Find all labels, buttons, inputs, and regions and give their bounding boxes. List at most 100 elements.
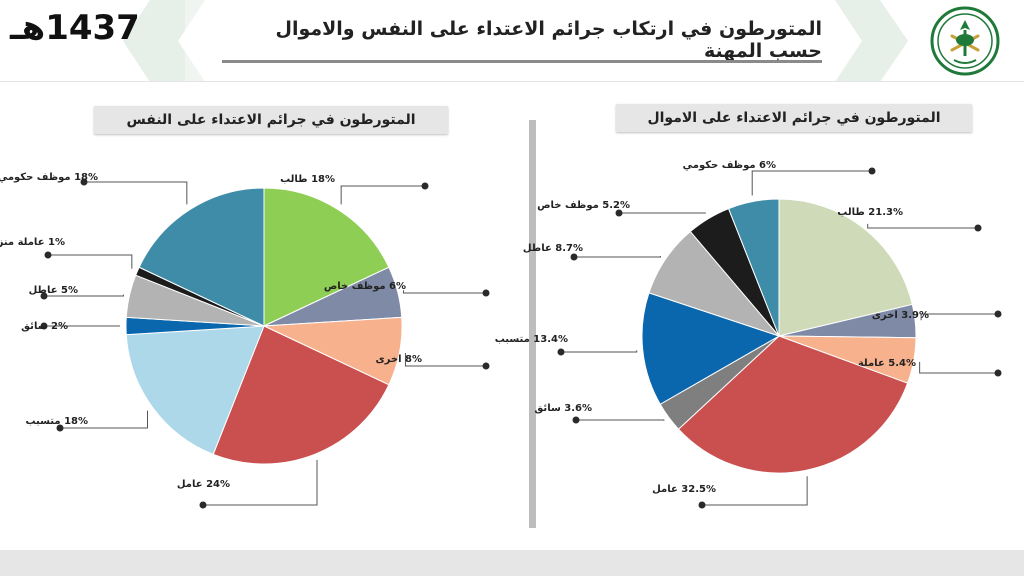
slice-label-0-2: 8% اخرى bbox=[376, 354, 423, 365]
leader-line-0-3 bbox=[203, 459, 318, 506]
leader-line-1-0 bbox=[867, 223, 978, 229]
slice-value-1-3: 32.5% bbox=[681, 484, 716, 495]
leader-dot-1-1 bbox=[994, 310, 1002, 318]
slice-value-0-0: 18% bbox=[311, 174, 335, 185]
leader-dot-0-3 bbox=[199, 501, 207, 509]
slice-name-1-0: طالب bbox=[837, 207, 865, 218]
slice-value-1-2: 5.4% bbox=[888, 358, 916, 369]
slice-label-1-5: 13.4% متسبب bbox=[495, 334, 568, 345]
slice-name-0-1: موظف خاص bbox=[324, 281, 386, 292]
slice-value-0-2: 8% bbox=[405, 354, 422, 365]
leader-dot-1-6 bbox=[570, 253, 578, 261]
leader-dot-1-5 bbox=[557, 348, 565, 356]
slice-name-1-1: اخرى bbox=[872, 310, 898, 321]
slice-name-0-4: متسبب bbox=[25, 416, 60, 427]
leader-dot-0-4 bbox=[56, 424, 64, 432]
slice-value-1-6: 8.7% bbox=[555, 243, 583, 254]
pie-slice-0-0 bbox=[263, 187, 390, 327]
leader-dot-0-0 bbox=[421, 182, 429, 190]
slice-value-0-5: 2% bbox=[51, 321, 68, 332]
slice-label-0-1: 6% موظف خاص bbox=[324, 281, 406, 292]
slice-name-1-6: عاطل bbox=[523, 243, 552, 254]
pie-slice-1-8 bbox=[727, 198, 780, 337]
leader-line-1-6 bbox=[574, 255, 661, 258]
slice-name-1-7: موظف خاص bbox=[537, 200, 599, 211]
slice-name-0-2: اخرى bbox=[376, 354, 402, 365]
slice-label-0-4: 18% متسبب bbox=[25, 416, 88, 427]
slice-value-1-7: 5.2% bbox=[602, 200, 630, 211]
ministry-logo-icon bbox=[930, 6, 1000, 76]
chart-title-right: المتورطون في جرائم الاعتداء على الاموال bbox=[616, 104, 972, 132]
slice-label-0-0: 18% طالب bbox=[280, 174, 335, 185]
slice-value-0-4: 18% bbox=[64, 416, 88, 427]
leader-dot-1-2 bbox=[994, 369, 1002, 377]
slice-value-0-6: 5% bbox=[61, 285, 78, 296]
slice-name-1-8: موظف حكومي bbox=[683, 160, 756, 171]
leader-dot-0-1 bbox=[482, 289, 490, 297]
header: 1437هـ المتورطون في ارتكاب جرائم الاعتدا… bbox=[0, 0, 1024, 82]
header-rule bbox=[0, 81, 1024, 82]
leader-dot-1-0 bbox=[974, 224, 982, 232]
slice-value-1-8: 6% bbox=[759, 160, 776, 171]
slice-label-1-6: 8.7% عاطل bbox=[523, 243, 583, 254]
leader-dot-0-7 bbox=[44, 251, 52, 259]
pie-slice-0-4 bbox=[125, 325, 265, 455]
leader-dot-1-4 bbox=[572, 416, 580, 424]
slice-value-0-3: 24% bbox=[206, 479, 230, 490]
slice-label-1-3: 32.5% عامل bbox=[652, 484, 716, 495]
leader-line-0-2 bbox=[404, 352, 486, 367]
footer-bar bbox=[0, 550, 1024, 576]
leader-dot-0-2 bbox=[482, 362, 490, 370]
leader-line-0-6 bbox=[44, 294, 124, 297]
leader-dot-1-3 bbox=[698, 501, 706, 509]
slice-label-0-6: 5% عاطل bbox=[29, 285, 78, 296]
header-chevrons bbox=[123, 0, 908, 82]
slice-label-0-8: 18% موظف حكومي bbox=[0, 172, 98, 183]
slice-value-1-5: 13.4% bbox=[533, 334, 568, 345]
slice-name-0-5: سائق bbox=[21, 321, 48, 332]
leader-dot-0-5 bbox=[40, 322, 48, 330]
leader-dot-1-7 bbox=[615, 209, 623, 217]
chart-divider bbox=[529, 120, 536, 528]
slice-label-1-8: 6% موظف حكومي bbox=[683, 160, 776, 171]
pie-slice-0-8 bbox=[138, 187, 265, 327]
pie-slice-1-0 bbox=[778, 198, 913, 337]
slice-label-0-5: 2% سائق bbox=[21, 321, 68, 332]
year-label: 1437هـ bbox=[10, 8, 140, 48]
slice-value-0-8: 18% bbox=[74, 172, 98, 183]
pie-slice-1-3 bbox=[677, 335, 909, 474]
pie-slice-0-3 bbox=[212, 325, 390, 465]
leader-line-0-8 bbox=[84, 181, 188, 205]
slice-name-0-3: عامل bbox=[177, 479, 203, 490]
leader-line-1-8 bbox=[751, 170, 872, 196]
slice-label-1-1: 3.9% اخرى bbox=[872, 310, 929, 321]
title-underline bbox=[222, 60, 822, 63]
leader-line-0-1 bbox=[402, 290, 486, 294]
leader-dot-0-6 bbox=[40, 292, 48, 300]
slice-name-0-6: عاطل bbox=[29, 285, 58, 296]
pie-slice-1-5 bbox=[641, 292, 781, 405]
leader-dot-0-8 bbox=[80, 178, 88, 186]
leader-line-1-4 bbox=[576, 419, 665, 421]
slice-label-1-4: 3.6% سائق bbox=[534, 403, 592, 414]
slice-name-0-0: طالب bbox=[280, 174, 308, 185]
leader-line-1-5 bbox=[561, 350, 638, 353]
leader-line-0-4 bbox=[60, 410, 149, 429]
leader-line-1-1 bbox=[920, 313, 998, 321]
leader-line-0-0 bbox=[340, 185, 425, 205]
leader-line-0-7 bbox=[48, 254, 133, 269]
leader-dot-1-8 bbox=[868, 167, 876, 175]
slice-value-0-7: 1% bbox=[48, 237, 65, 248]
slice-label-1-0: 21.3% طالب bbox=[837, 207, 903, 218]
slice-name-1-3: عامل bbox=[652, 484, 678, 495]
slice-value-1-0: 21.3% bbox=[868, 207, 903, 218]
chart-title-left: المتورطون في جرائم الاعتداء على النفس bbox=[94, 106, 448, 134]
slice-label-0-7: 1% عاملة منزلية bbox=[0, 237, 65, 248]
slice-name-0-8: موظف حكومي bbox=[0, 172, 71, 183]
slice-value-1-4: 3.6% bbox=[564, 403, 592, 414]
slice-value-0-1: 6% bbox=[389, 281, 406, 292]
slice-value-1-1: 3.9% bbox=[901, 310, 929, 321]
slice-label-1-7: 5.2% موظف خاص bbox=[537, 200, 630, 211]
leader-line-1-2 bbox=[919, 361, 998, 374]
